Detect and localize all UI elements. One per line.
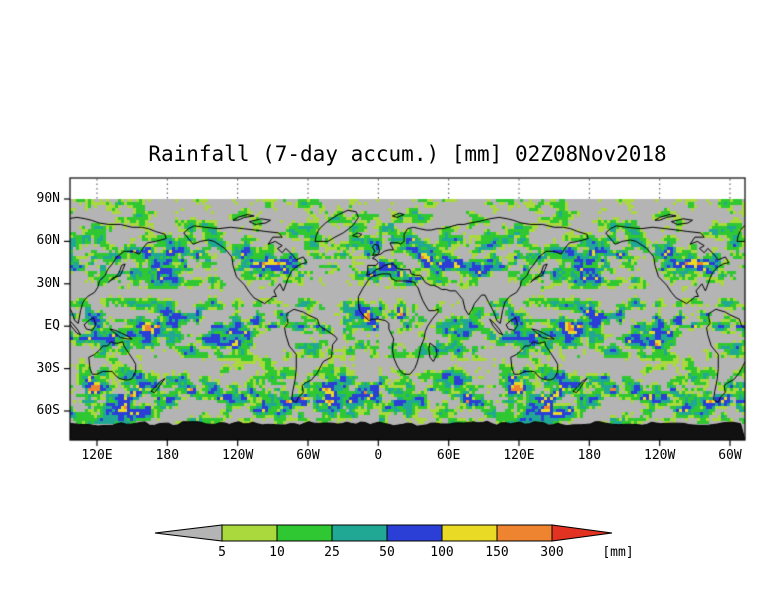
colorbar-level-label-100: 100: [430, 545, 454, 560]
x-tick-label-2: 120W: [222, 448, 254, 463]
x-tick-label-0: 120E: [81, 448, 113, 463]
y-tick-label-30n: 30N: [36, 275, 60, 291]
y-tick-label-60n: 60N: [36, 233, 60, 249]
colorbar-over-arrow: [551, 524, 613, 542]
colorbar-segment-10: [276, 524, 333, 542]
y-tick-label-eq: EQ: [44, 318, 60, 334]
colorbar-unit-label: [mm]: [602, 545, 634, 560]
colorbar-segment-5: [221, 524, 278, 542]
x-tick-label-3: 60W: [296, 448, 320, 463]
x-tick-label-1: 180: [155, 448, 180, 463]
colorbar-level-label-25: 25: [324, 545, 340, 560]
x-tick-label-6: 120E: [503, 448, 535, 463]
colorbar-segment-100: [441, 524, 498, 542]
colorbar-level-label-300: 300: [540, 545, 564, 560]
colorbar-level-label-10: 10: [269, 545, 285, 560]
x-tick-label-9: 60W: [718, 448, 742, 463]
colorbar-under-arrow: [154, 524, 223, 542]
chart-title: Rainfall (7-day accum.) [mm] 02Z08Nov201…: [148, 142, 667, 166]
x-tick-label-4: 0: [374, 448, 383, 463]
y-tick-label-30s: 30S: [36, 360, 60, 376]
y-tick-label-90n: 90N: [36, 191, 60, 206]
y-tick-label-60s: 60S: [36, 403, 60, 418]
colorbar-segment-50: [386, 524, 443, 542]
colorbar-segment-25: [331, 524, 388, 542]
x-tick-label-5: 60E: [436, 448, 461, 463]
x-tick-label-7: 180: [577, 448, 602, 463]
colorbar: [154, 524, 613, 542]
colorbar-segment-150: [496, 524, 553, 542]
colorbar-level-label-5: 5: [218, 545, 226, 560]
colorbar-level-label-150: 150: [485, 545, 509, 560]
colorbar-level-label-50: 50: [379, 545, 395, 560]
x-tick-label-8: 120W: [644, 448, 676, 463]
